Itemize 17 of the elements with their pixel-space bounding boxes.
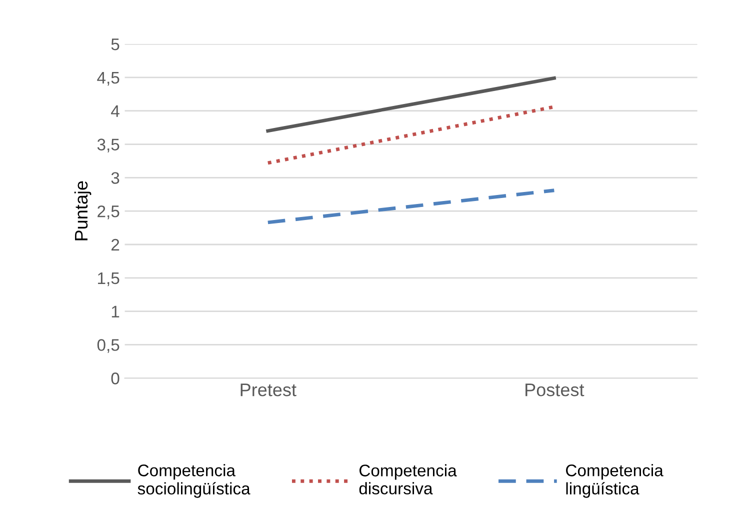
y-tick-label: 4: [111, 105, 120, 117]
y-tick-label: 2,5: [98, 205, 120, 220]
y-tick-label: 4,5: [97, 72, 120, 86]
y-tick-label: 0,5: [97, 339, 120, 353]
y-tick-label: 5: [111, 38, 120, 50]
y-tick-label: 3,5: [97, 138, 120, 152]
y-tick-label: 3: [111, 172, 120, 184]
x-tick-label: Pretest: [240, 384, 296, 396]
y-tick-label: 1,5: [98, 272, 120, 286]
y-tick-label: 1: [112, 306, 120, 318]
y-tick-label: 0: [111, 372, 120, 384]
legend-label: Competencia sociolingüística: [138, 464, 250, 498]
y-axis-title: Puntaje: [74, 181, 92, 240]
x-tick-label: Postest: [526, 384, 584, 396]
y-tick-label: 2: [111, 238, 120, 251]
legend-label: Competencia discursiva: [359, 464, 457, 494]
legend-label: Competencia lingüística: [566, 464, 664, 498]
